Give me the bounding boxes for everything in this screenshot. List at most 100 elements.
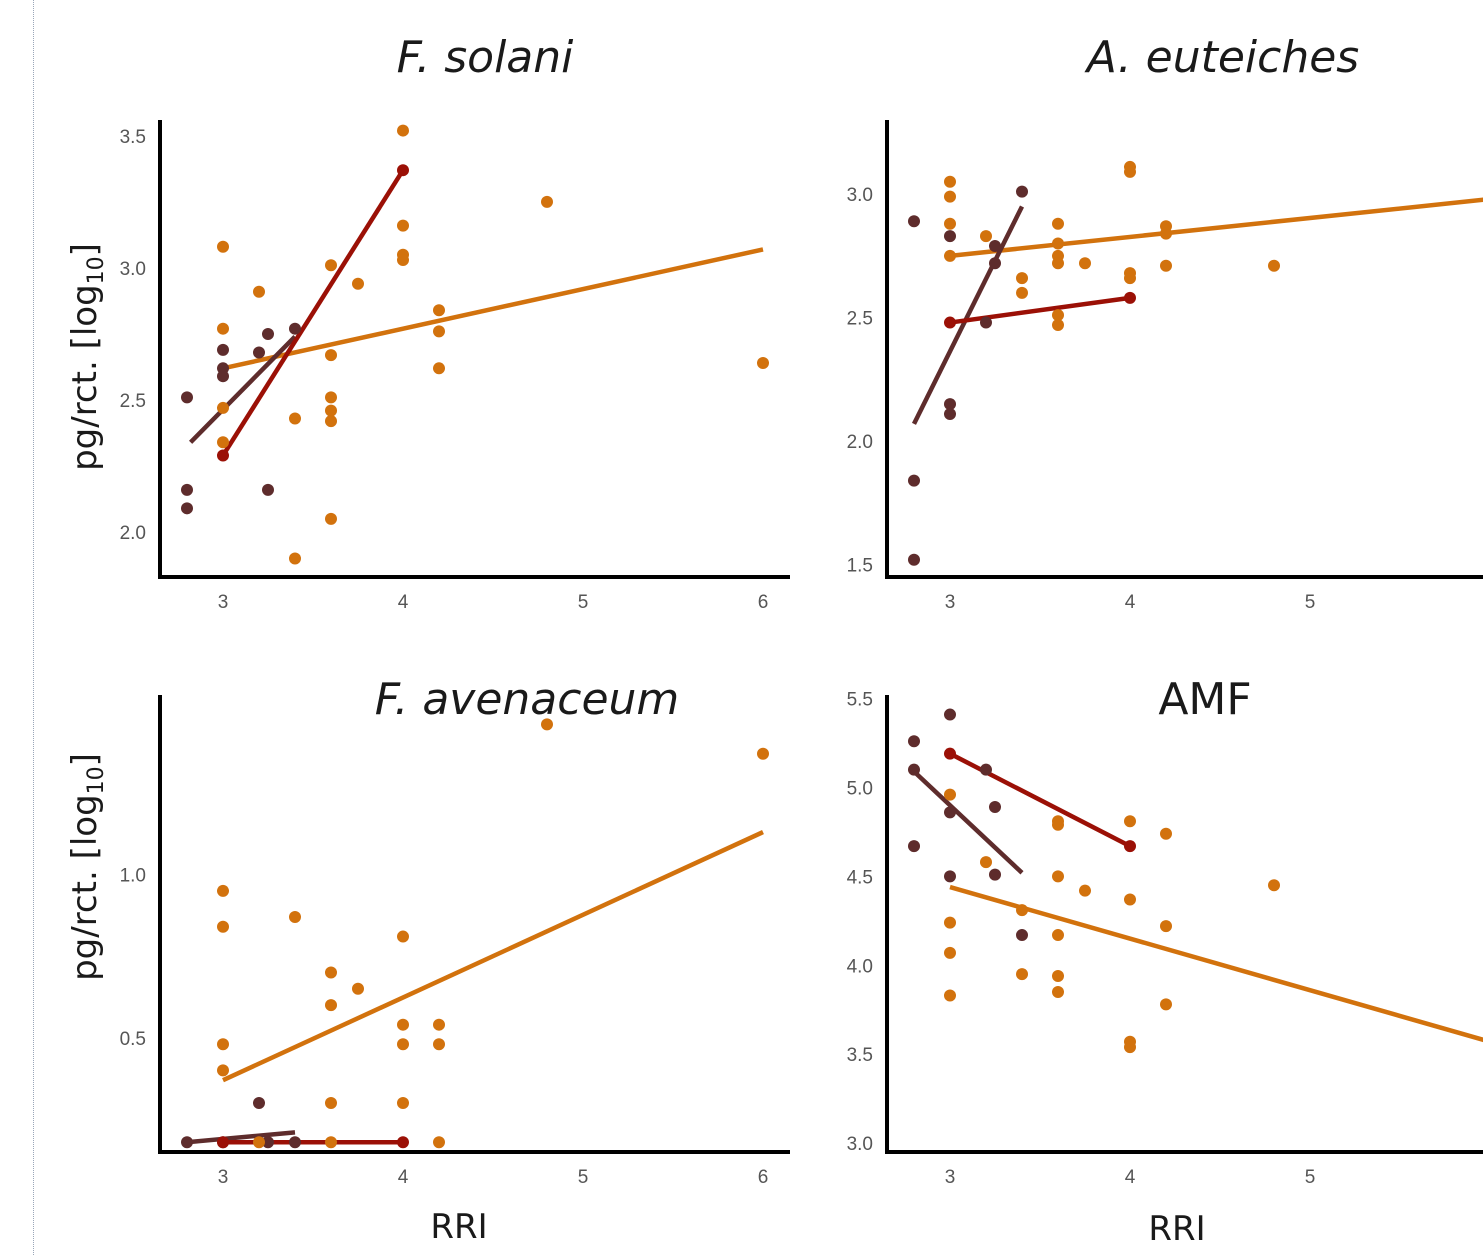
data-point-maroon [944,230,956,243]
data-point-orange [944,989,956,1002]
x-axis-label-left: RRI [430,1207,487,1247]
data-point-orange [1124,1041,1136,1054]
data-point-orange [325,1097,337,1110]
data-point-orange [217,240,229,253]
data-point-orange [325,999,337,1012]
data-point-orange [325,259,337,272]
trend-line-darkred [948,751,1132,849]
x-tick-label: 3 [945,592,956,613]
y-tick-label: 2.0 [120,523,146,544]
x-tick-label: 4 [1125,592,1136,613]
data-point-maroon [181,391,193,404]
data-point-orange [433,304,445,317]
data-point-orange [397,1097,409,1110]
x-axis-label-right: RRI [1148,1209,1205,1249]
data-point-orange [433,1136,445,1149]
data-point-orange [944,946,956,959]
data-point-orange [433,1038,445,1051]
data-point-orange [325,1136,337,1149]
data-point-orange [397,124,409,137]
data-point-orange [1160,920,1172,933]
trend-line-darkred [949,295,1131,325]
data-point-maroon [217,343,229,356]
x-tick-label: 5 [1305,592,1316,613]
data-point-orange [397,219,409,232]
data-point-orange [1052,217,1064,230]
data-point-orange [217,1038,229,1051]
panel-f-solani: F. solani 3 4 5 6 2.0 2.5 3.0 3.5 [120,32,790,613]
data-point-maroon [181,502,193,515]
data-point-orange [1016,904,1028,917]
data-point-maroon [908,215,920,228]
data-point-orange [944,916,956,929]
y-axis-label-top: pg/rct. [log10] [65,243,109,471]
data-point-orange [217,920,229,933]
data-point-darkred [944,747,956,760]
data-point-maroon [262,483,274,496]
y-axis-label-subscript: 10 [84,256,109,284]
y-tick-label: 5.5 [847,690,873,711]
trend-line-orange [949,197,1483,259]
data-point-orange [1124,893,1136,906]
data-point-darkred [217,1136,229,1149]
data-point-maroon [262,1136,274,1149]
panel-title: F. avenaceum [375,674,680,725]
data-point-orange [1052,969,1064,982]
y-tick-label: 4.0 [847,956,873,977]
data-point-maroon [908,553,920,566]
x-tick-label: 5 [1305,1167,1316,1188]
y-tick-label: 3.5 [120,127,146,148]
data-point-orange [1079,257,1091,270]
x-tick-label: 3 [218,1167,229,1188]
panel-a-euteiches: A. euteiches 3 4 5 1.5 2.0 2.5 3.0 [847,32,1483,613]
data-point-orange [980,856,992,869]
data-point-maroon [181,483,193,496]
data-point-orange [944,249,956,262]
data-point-orange [1052,818,1064,831]
data-point-maroon [989,239,1001,252]
trend-line-maroon [912,769,1024,875]
data-point-darkred [1124,840,1136,853]
data-point-maroon [181,1136,193,1149]
data-point-orange [217,1064,229,1077]
data-point-maroon [989,868,1001,881]
x-tick-label: 3 [945,1167,956,1188]
data-point-orange [541,195,553,208]
data-point-orange [1124,272,1136,285]
x-tick-label: 5 [578,592,589,613]
data-point-orange [352,982,364,995]
panel-title: AMF [1158,674,1251,725]
data-point-orange [1052,319,1064,332]
data-point-orange [325,391,337,404]
y-tick-label: 1.5 [847,556,873,577]
trend-line-orange [949,884,1483,1043]
data-point-orange [1160,998,1172,1011]
data-point-orange [352,277,364,290]
panel-title: A. euteiches [1084,32,1359,83]
data-point-orange [1268,259,1280,272]
data-point-maroon [253,1097,265,1110]
y-tick-label: 2.0 [847,432,873,453]
data-point-orange [289,412,301,425]
data-point-orange [944,175,956,188]
y-tick-label: 0.5 [120,1029,146,1050]
data-point-orange [1160,259,1172,272]
data-point-orange [1124,165,1136,178]
y-axis-label-text: pg/rct. [log [65,284,105,471]
data-point-orange [397,1018,409,1031]
data-point-orange [1016,272,1028,285]
data-point-maroon [289,322,301,335]
data-point-orange [325,966,337,979]
trend-line-maroon [186,1130,296,1145]
y-tick-label: 1.0 [120,866,146,887]
panel-amf: AMF 3 4 5 3.0 3.5 4.0 4.5 5.0 5.5 [847,674,1483,1188]
data-point-maroon [908,763,920,776]
y-tick-label: 2.5 [847,309,873,330]
data-point-orange [980,230,992,243]
y-axis-label-close: ] [65,753,105,766]
x-tick-label: 4 [1125,1167,1136,1188]
data-point-orange [325,404,337,417]
data-point-maroon [908,840,920,853]
trend-line-maroon [188,335,297,444]
